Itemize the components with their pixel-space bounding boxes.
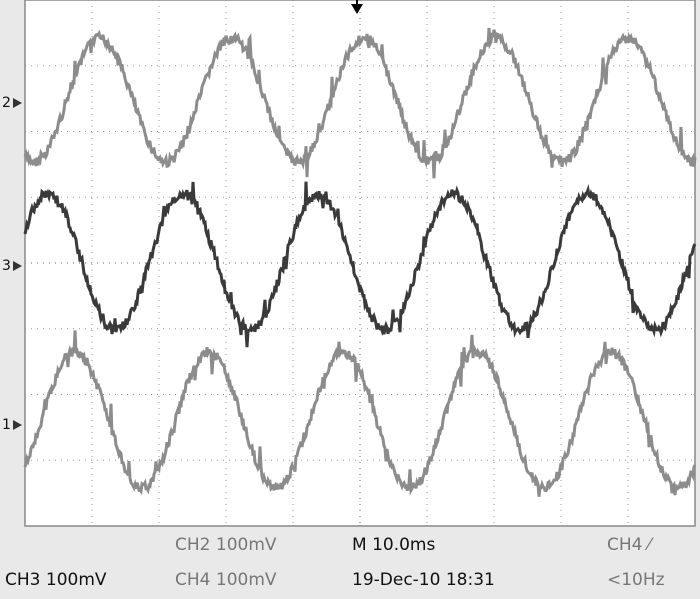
channel-marker: 3 (2, 258, 11, 274)
status-text: CH4 100mV (175, 570, 277, 590)
status-text: CH2 100mV (175, 535, 277, 555)
waveform-trace (23, 330, 697, 497)
channel-marker: 2 (2, 95, 11, 111)
trigger-position-marker (351, 0, 363, 14)
waveforms (23, 27, 697, 497)
status-text: M 10.0ms (352, 535, 435, 555)
waveform-trace (23, 27, 697, 179)
channel-marker: 1 (2, 417, 11, 433)
status-text: 19-Dec-10 18:31 (352, 570, 495, 590)
status-text: CH4 ⁄ (607, 535, 654, 555)
channel-marker-arrow (13, 98, 22, 430)
status-text: <10Hz (607, 570, 665, 590)
waveform-trace (23, 181, 697, 348)
status-text: CH3 100mV (5, 570, 107, 590)
